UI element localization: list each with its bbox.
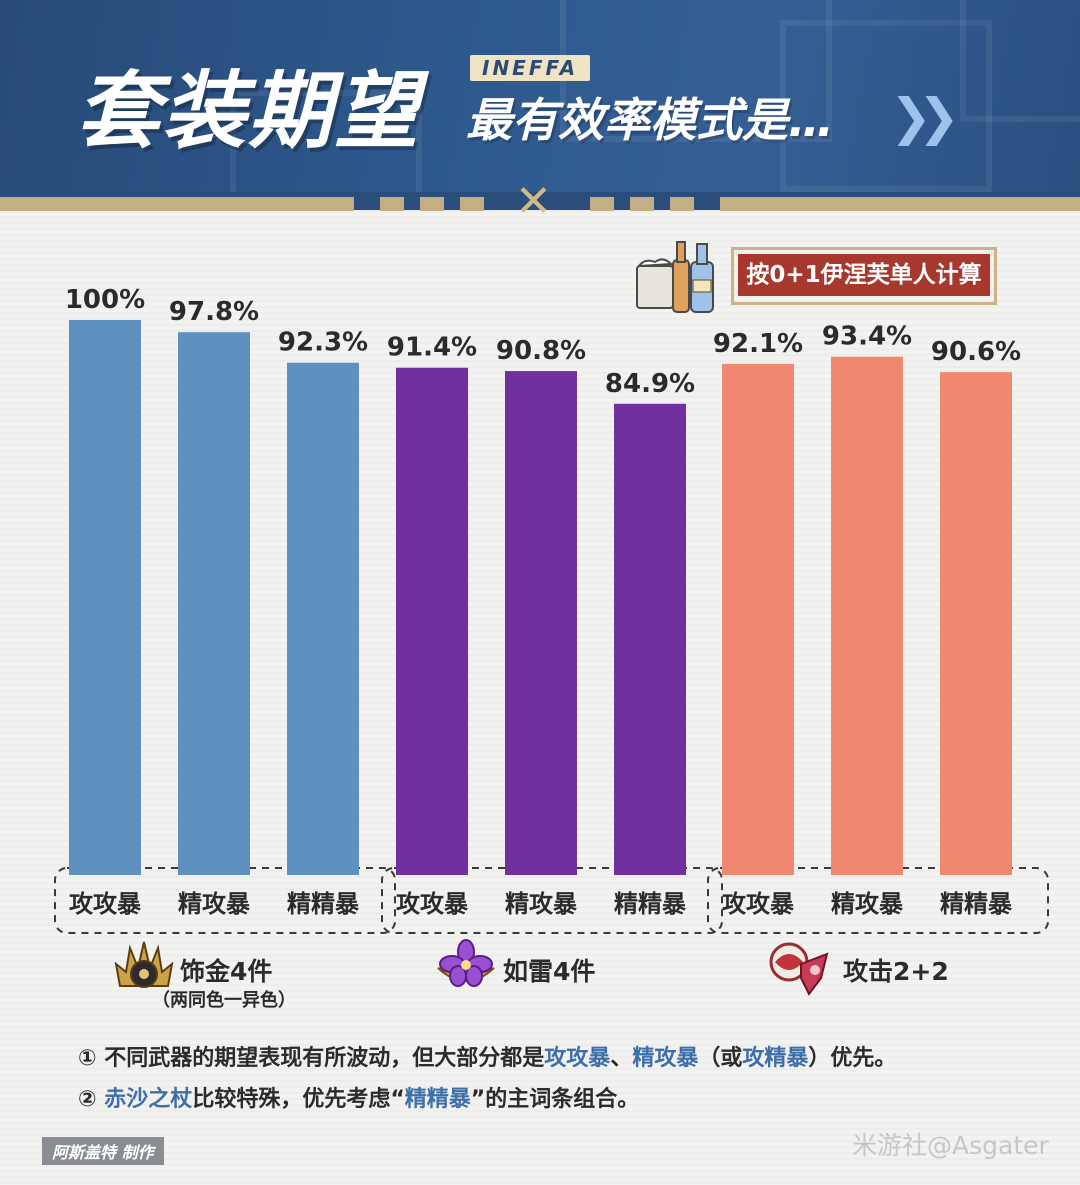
- bar: [614, 403, 686, 875]
- set-sublabel-gilded: （两同色一异色）: [152, 990, 296, 1011]
- bar: [287, 362, 359, 875]
- bar-chart: 100% 攻攻暴 97.8% 精攻暴 92.3% 精精暴 91.4% 攻攻暴 90.8% 精攻暴 8…: [54, 285, 1049, 934]
- footnote-1: ① 不同武器的期望表现有所波动，但大部分都是攻攻暴、精攻暴（或攻精暴）优先。: [78, 1046, 897, 1071]
- category-label: 精攻暴: [505, 890, 578, 918]
- calculation-note: 按0+1伊涅芙单人计算: [731, 247, 997, 305]
- category-label: 精精暴: [614, 890, 687, 918]
- data-label: 84.9%: [605, 369, 695, 399]
- calculation-note-text: 按0+1伊涅芙单人计算: [738, 254, 990, 296]
- header-deco: [230, 90, 422, 192]
- data-label: 90.8%: [496, 336, 586, 366]
- page-subtitle: 最有效率模式是…: [466, 93, 834, 147]
- data-label: 90.6%: [931, 337, 1021, 367]
- bar: [396, 367, 468, 875]
- data-label: 92.3%: [278, 328, 368, 358]
- category-label: 精攻暴: [178, 890, 251, 918]
- header-deco: [960, 0, 1080, 122]
- set-label-gilded: 饰金4件: [180, 957, 273, 986]
- bar: [505, 371, 577, 875]
- data-label: 92.1%: [713, 329, 803, 359]
- category-label: 精精暴: [287, 890, 360, 918]
- header-stripe: [630, 197, 654, 211]
- drinks-icon: [636, 241, 714, 313]
- category-label: 攻攻暴: [396, 890, 469, 918]
- chevron-right-icon: ❯❯: [890, 88, 960, 146]
- header-stripe: [380, 197, 404, 211]
- header-stripe: [460, 197, 484, 211]
- set-label-thundering: 如雷4件: [503, 957, 596, 986]
- header-stripe: [720, 197, 1080, 211]
- category-label: 攻攻暴: [69, 890, 142, 918]
- cross-icon: ✕: [515, 176, 552, 227]
- gilded-dreams-icon: [114, 941, 174, 988]
- header-stripe: [670, 197, 694, 211]
- bar: [69, 320, 141, 875]
- data-label: 97.8%: [169, 297, 259, 327]
- data-label: 91.4%: [387, 333, 477, 363]
- category-label: 精精暴: [940, 890, 1013, 918]
- data-label: 100%: [65, 285, 145, 315]
- header-stripe: [0, 197, 354, 211]
- set-label-atk: 攻击2+2: [843, 957, 949, 986]
- category-label: 攻攻暴: [722, 890, 795, 918]
- watermark: 米游社@Asgater: [852, 1131, 1049, 1160]
- character-tag: INEFFA: [470, 55, 591, 81]
- bar: [722, 363, 794, 875]
- category-label: 精攻暴: [831, 890, 904, 918]
- bar: [940, 372, 1012, 875]
- page-title: 套装期望: [76, 62, 421, 160]
- header-banner: 套装期望 INEFFA 最有效率模式是… ❯❯: [0, 0, 1080, 192]
- bar: [178, 332, 250, 876]
- header-stripe: [590, 197, 614, 211]
- data-label: 93.4%: [822, 322, 912, 352]
- thundering-fury-icon: [437, 939, 495, 987]
- bar: [831, 356, 903, 875]
- author-credit: 阿斯盖特 制作: [42, 1137, 164, 1165]
- footnote-2: ② 赤沙之杖比较特殊，优先考虑“精精暴”的主词条组合。: [78, 1087, 640, 1112]
- header-stripe: [420, 197, 444, 211]
- header-deco: [780, 20, 992, 192]
- atk-2plus2-icon: [769, 942, 829, 996]
